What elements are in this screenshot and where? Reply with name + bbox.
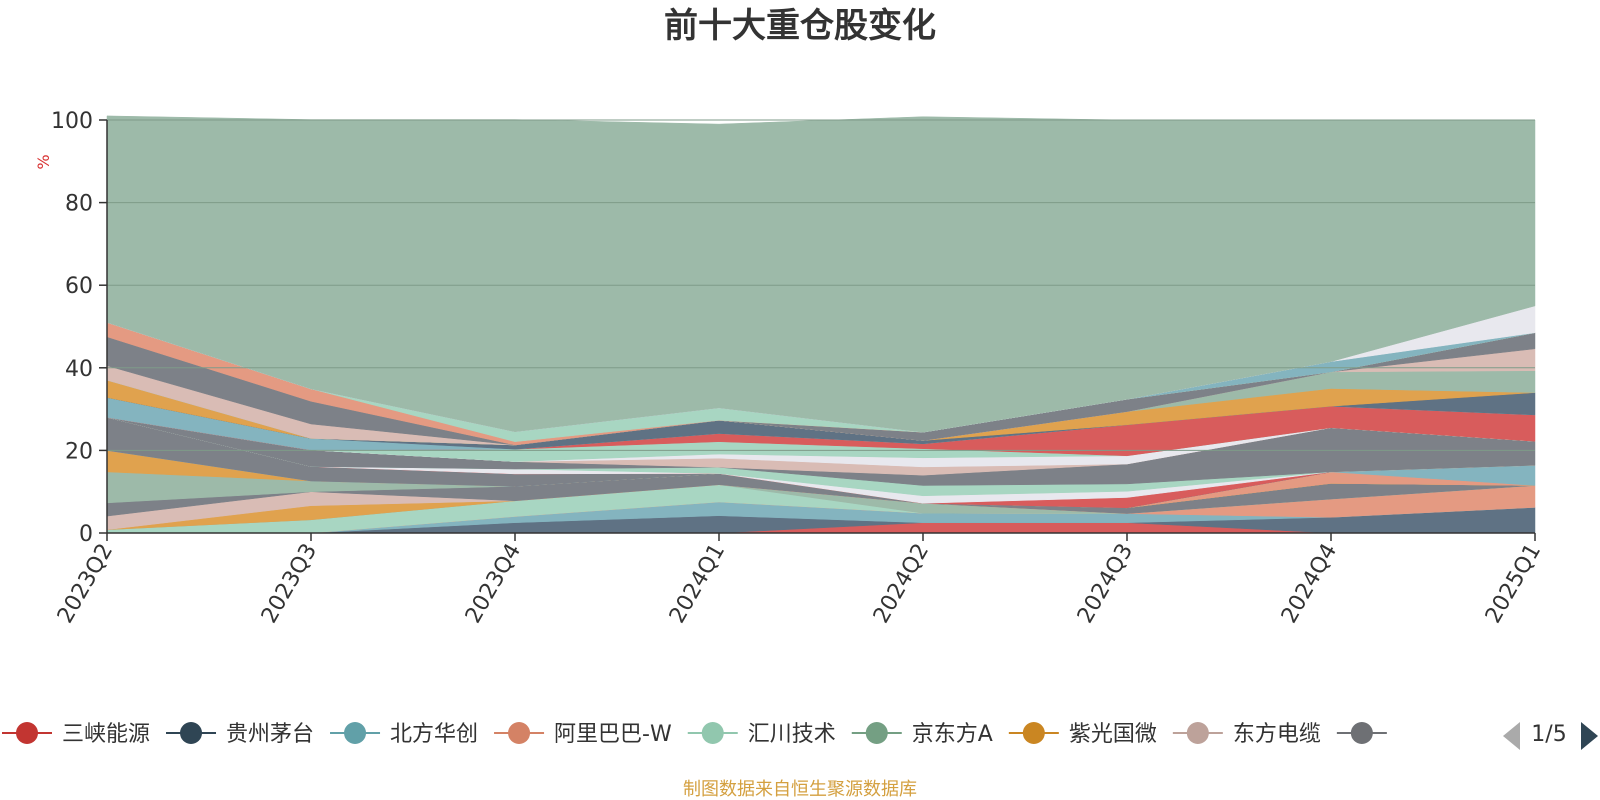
legend-marker (1022, 722, 1045, 744)
chart-title: 前十大重仓股变化 (664, 6, 936, 46)
legend-marker (865, 722, 888, 744)
legend-prev-page-icon[interactable] (1503, 722, 1520, 750)
x-tick-label: 2024Q4 (1277, 540, 1342, 628)
legend[interactable]: 三峡能源 贵州茅台 北方华创 阿里巴巴-W 汇川技术 京东方A 紫光国微 东方电缆 1/5 (2, 722, 1598, 750)
legend-label: 三峡能源 (62, 722, 150, 747)
legend-item-2[interactable]: 贵州茅台 (166, 722, 314, 747)
legend-item-7[interactable]: 紫光国微 (1008, 722, 1157, 747)
legend-label: 阿里巴巴-W (554, 722, 672, 747)
grid-layer (107, 119, 1535, 451)
y-tick-label: 40 (65, 357, 93, 382)
legend-item-3[interactable]: 北方华创 (330, 722, 478, 747)
legend-marker (344, 722, 367, 744)
legend-next-page-icon[interactable] (1581, 722, 1598, 750)
legend-label: 汇川技术 (748, 722, 836, 747)
legend-marker (180, 722, 203, 744)
legend-item-6[interactable]: 京东方A (851, 722, 993, 747)
area-series-33[interactable] (106, 115, 1536, 433)
x-tick-label: 2023Q3 (257, 540, 322, 628)
x-tick-label: 2025Q1 (1481, 540, 1546, 628)
legend-label: 京东方A (912, 722, 993, 747)
legend-item-4[interactable]: 阿里巴巴-W (494, 722, 672, 747)
y-tick-label: 100 (51, 109, 93, 134)
legend-label: 东方电缆 (1233, 722, 1321, 747)
legend-label: 北方华创 (390, 722, 478, 747)
x-tick-label: 2024Q1 (665, 540, 730, 628)
legend-marker (1350, 722, 1373, 744)
legend-label: 贵州茅台 (226, 722, 314, 747)
legend-page-indicator: 1/5 (1531, 722, 1566, 747)
area-layer (106, 115, 1536, 534)
legend-label: 紫光国微 (1069, 722, 1157, 747)
legend-marker (1186, 722, 1209, 744)
y-tick-label: 60 (65, 274, 93, 299)
x-tick-label: 2024Q3 (1073, 540, 1138, 628)
legend-marker (16, 722, 38, 744)
y-axis-unit-label: % (34, 154, 53, 169)
legend-item-8[interactable]: 东方电缆 (1172, 722, 1321, 747)
y-tick-label: 0 (79, 522, 93, 547)
legend-item-9[interactable] (1336, 722, 1387, 744)
legend-marker (508, 722, 531, 744)
legend-marker (701, 722, 724, 744)
data-source-note: 制图数据来自恒生聚源数据库 (683, 779, 917, 800)
y-tick-label: 80 (65, 192, 93, 217)
legend-item-1[interactable]: 三峡能源 (2, 722, 150, 747)
x-tick-label: 2023Q4 (461, 540, 526, 628)
y-tick-label: 20 (65, 439, 93, 464)
x-tick-label: 2023Q2 (53, 540, 118, 628)
legend-item-5[interactable]: 汇川技术 (687, 722, 836, 747)
x-tick-label: 2024Q2 (869, 540, 934, 628)
